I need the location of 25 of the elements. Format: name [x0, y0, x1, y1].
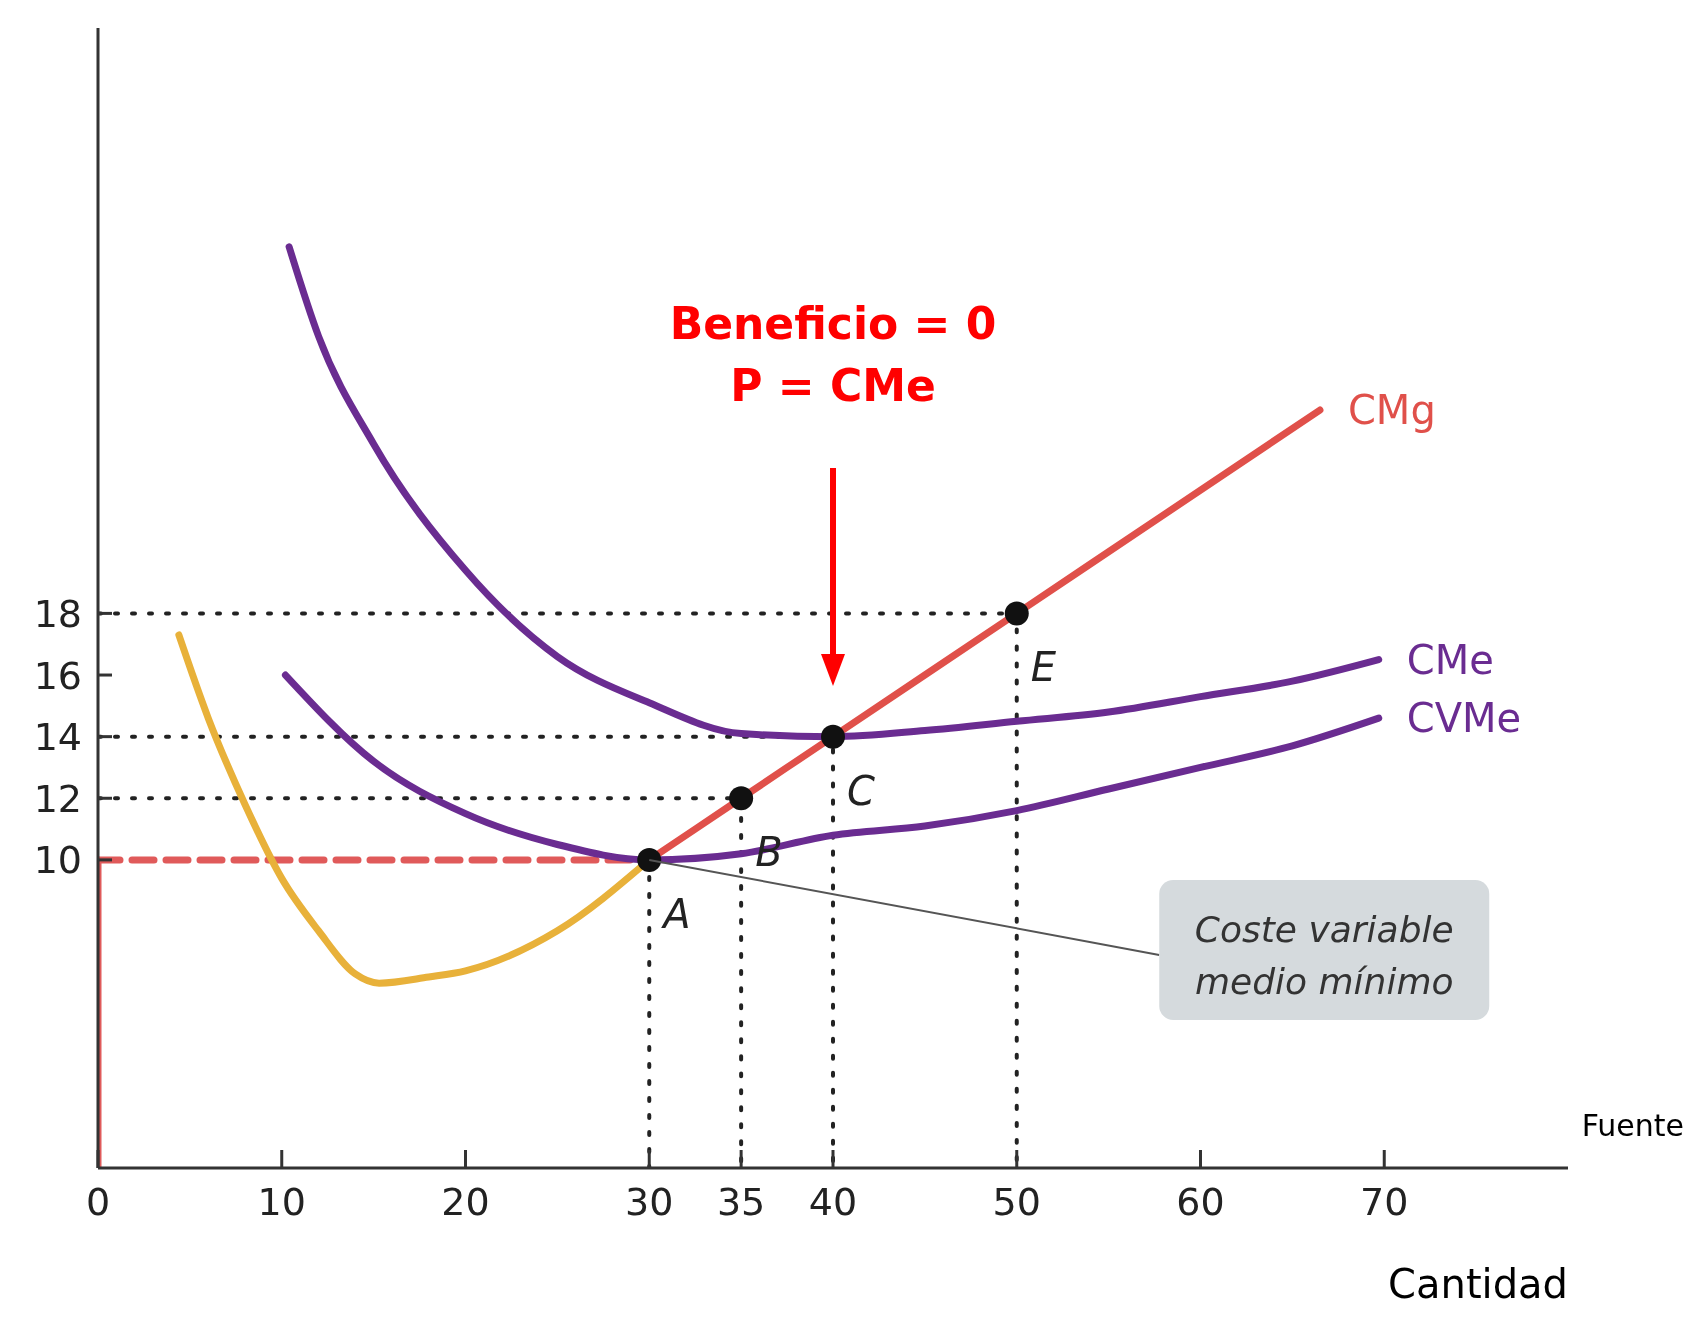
annotation: Coste variable medio mínimo	[1194, 908, 1454, 1002]
x-tick-label: 70	[1360, 1179, 1409, 1224]
x-tick-label: 35	[716, 1179, 766, 1224]
x-tick-label: 20	[441, 1179, 490, 1224]
x-tick-label: 40	[808, 1179, 858, 1224]
y-tick-label: 16	[33, 653, 82, 698]
series-label: CMg	[1347, 387, 1436, 434]
series-label: CMe	[1406, 636, 1494, 683]
annotation: A	[660, 890, 691, 937]
y-tick-label: 18	[33, 591, 82, 636]
x-tick-label: 50	[992, 1179, 1041, 1224]
x-tick-label: 10	[257, 1179, 306, 1224]
annotation: C	[847, 767, 875, 814]
y-tick-label: 14	[33, 715, 82, 760]
annotation: E	[1030, 644, 1057, 691]
x-tick-label: 60	[1176, 1179, 1225, 1224]
y-tick-label: 12	[33, 776, 82, 821]
text: Fuente	[1581, 1108, 1684, 1143]
x-axis-title: Cantidad	[1388, 1261, 1568, 1307]
x-tick-label: 0	[85, 1179, 111, 1224]
x-tick-label: 30	[625, 1179, 674, 1224]
series-label: CVMe	[1406, 695, 1522, 742]
y-tick-label: 10	[33, 838, 82, 883]
annotation: Beneficio = 0	[668, 298, 998, 349]
annotation: P = CMe	[729, 360, 937, 411]
